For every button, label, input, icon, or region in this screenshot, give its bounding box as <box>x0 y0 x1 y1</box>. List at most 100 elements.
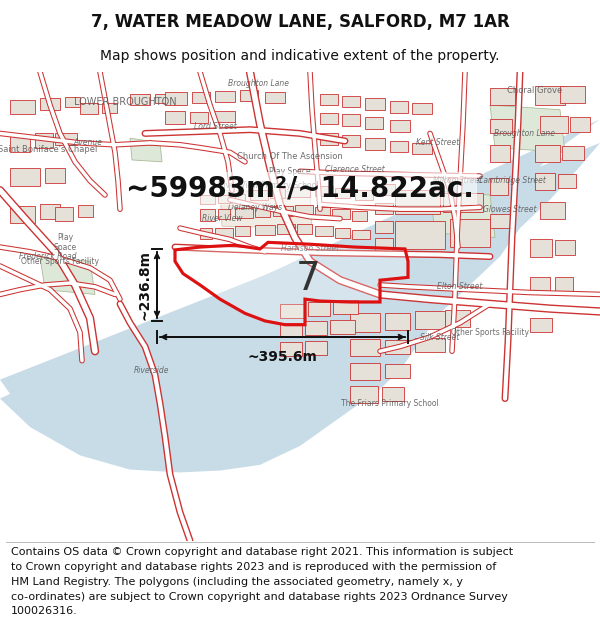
Bar <box>290 188 310 197</box>
Text: Broughton Lane: Broughton Lane <box>227 79 289 88</box>
Bar <box>265 92 285 103</box>
Bar <box>102 103 117 112</box>
Text: ~59983m²/~14.822ac.: ~59983m²/~14.822ac. <box>126 174 474 203</box>
Text: Riverside: Riverside <box>134 366 170 374</box>
Bar <box>280 304 305 318</box>
Bar <box>320 112 338 124</box>
Bar <box>350 339 380 356</box>
Bar <box>235 226 250 236</box>
Text: Church Of The Ascension: Church Of The Ascension <box>237 152 343 161</box>
Bar <box>308 302 330 316</box>
Bar <box>240 90 258 101</box>
Bar <box>385 313 410 331</box>
Bar <box>540 116 568 133</box>
Bar <box>375 221 393 233</box>
Bar <box>55 208 73 221</box>
Bar <box>330 320 355 334</box>
Bar <box>555 241 575 254</box>
Text: The Friars Primary School: The Friars Primary School <box>341 399 439 408</box>
Bar <box>560 86 585 103</box>
Bar <box>535 145 560 162</box>
Text: Choral Grove: Choral Grove <box>508 86 563 96</box>
Bar <box>155 94 173 103</box>
Bar <box>395 190 440 214</box>
Bar <box>305 341 327 355</box>
Bar <box>218 209 230 219</box>
Text: Harrison Street: Harrison Street <box>281 244 339 254</box>
Bar <box>270 188 285 198</box>
Bar <box>192 92 210 103</box>
Bar <box>352 230 370 239</box>
Bar <box>443 193 483 212</box>
Text: Play
Space: Play Space <box>53 232 77 252</box>
Bar <box>558 174 576 188</box>
Text: Saint Boniface's Chapel: Saint Boniface's Chapel <box>0 145 98 154</box>
Text: Map shows position and indicative extent of the property.: Map shows position and indicative extent… <box>100 49 500 63</box>
Bar <box>530 318 552 332</box>
Bar <box>530 278 550 294</box>
Bar <box>415 338 445 352</box>
Bar <box>342 136 360 147</box>
Polygon shape <box>175 242 408 325</box>
Bar <box>165 92 187 105</box>
Bar <box>255 225 275 235</box>
Bar <box>342 114 360 126</box>
Bar <box>10 206 35 223</box>
Bar <box>390 101 408 112</box>
Bar <box>562 146 584 160</box>
Bar <box>490 178 508 195</box>
Text: co-ordinates) are subject to Crown copyright and database rights 2023 Ordnance S: co-ordinates) are subject to Crown copyr… <box>11 592 508 602</box>
Bar <box>540 202 565 219</box>
Polygon shape <box>490 105 565 152</box>
Bar <box>10 100 35 114</box>
Bar <box>255 208 270 217</box>
Bar <box>342 96 360 107</box>
Bar <box>350 362 380 379</box>
Text: Elton Street: Elton Street <box>437 282 482 291</box>
Bar <box>382 388 404 401</box>
Bar <box>412 143 432 154</box>
Bar <box>450 219 490 247</box>
Text: Glowes Street: Glowes Street <box>483 204 537 214</box>
Text: 100026316.: 100026316. <box>11 606 77 616</box>
Bar <box>390 141 408 152</box>
Bar <box>10 136 30 152</box>
Bar <box>350 313 380 332</box>
Bar <box>40 98 60 110</box>
Text: Broughton Lane: Broughton Lane <box>494 129 556 138</box>
Text: HM Land Registry. The polygons (including the associated geometry, namely x, y: HM Land Registry. The polygons (includin… <box>11 577 463 587</box>
Bar <box>535 173 555 190</box>
Bar <box>375 238 393 252</box>
Bar <box>65 98 80 107</box>
Text: Kent Street: Kent Street <box>416 138 460 148</box>
Bar <box>200 195 215 204</box>
Text: Silk Street: Silk Street <box>421 332 460 341</box>
Bar <box>365 118 383 129</box>
Bar <box>490 145 510 162</box>
Text: Other Sports Facility: Other Sports Facility <box>451 328 529 337</box>
Bar <box>352 211 367 221</box>
Bar <box>490 88 515 105</box>
Bar <box>355 190 373 200</box>
Polygon shape <box>430 190 495 238</box>
Text: Play Space: Play Space <box>269 167 311 176</box>
Bar <box>333 300 358 314</box>
Text: to Crown copyright and database rights 2023 and is reproduced with the permissio: to Crown copyright and database rights 2… <box>11 562 496 572</box>
Bar <box>235 208 253 217</box>
Bar <box>315 226 333 236</box>
Bar <box>297 224 312 234</box>
Bar <box>295 206 313 215</box>
Bar <box>280 342 302 356</box>
Polygon shape <box>130 138 162 162</box>
Bar <box>218 195 230 202</box>
Text: Delaney Ways: Delaney Ways <box>228 202 282 212</box>
Bar <box>350 386 378 403</box>
Bar <box>320 94 338 105</box>
Bar <box>365 98 385 110</box>
Bar <box>570 118 590 131</box>
Bar <box>490 214 510 228</box>
Bar <box>305 321 327 335</box>
Bar <box>385 364 410 378</box>
Text: River View: River View <box>202 214 242 223</box>
Bar <box>273 206 293 216</box>
